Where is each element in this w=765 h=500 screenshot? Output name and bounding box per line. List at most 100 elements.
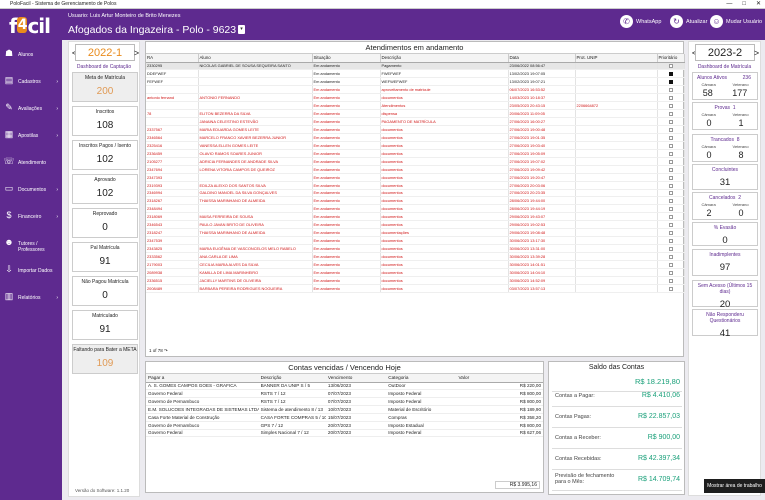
captacao-card[interactable]: Faltando para Bater a META 109 xyxy=(72,344,138,374)
sidebar-item-tutores[interactable]: ☻ Tutores / Professores xyxy=(4,237,45,253)
table-row[interactable]: 2343825 MARIA EUGÊNIA DE VASCONCELOS MELO… xyxy=(146,244,685,253)
table-row[interactable]: antonio fernand ANTONIO FERNANDO Em andame… xyxy=(146,93,685,103)
table-row[interactable]: FEFWEF Em andamento WEFWEFWEF 13/02/2023 19… xyxy=(146,77,685,87)
alunos-ativos-card[interactable]: Alunos Ativos 236 Câmara Veterano 58 177 xyxy=(692,72,758,100)
prioritario-checkbox[interactable] xyxy=(668,135,673,140)
table-row[interactable]: 2347539 Em andamento documentos 30/06/2023 … xyxy=(146,236,685,246)
maximize-button[interactable]: □ xyxy=(742,1,746,7)
column-header[interactable]: Prot. UNIP xyxy=(575,54,658,63)
table-row[interactable]: A. S. GOMES CAMPOS GOES - GRAFICA BANNER … xyxy=(146,382,543,391)
table-row[interactable]: 2318069 MAISA FERREIRA DE SOUSA Em andamen… xyxy=(146,212,685,222)
prioritario-checkbox[interactable] xyxy=(668,254,673,259)
mudar-usuario-button[interactable]: ☺ Mudar Usuário xyxy=(710,15,762,28)
table-row[interactable]: JANAINA CELESTINO ESTEVÃO Em andamento PAG… xyxy=(146,117,685,126)
table-row[interactable]: 2333562 ANA CARLA DE LIMA Em andamento docu… xyxy=(146,252,685,261)
prioritario-checkbox[interactable] xyxy=(668,80,673,85)
evasao-card[interactable]: % Evasão 0 xyxy=(692,222,758,246)
column-header[interactable]: Prioritário xyxy=(657,54,685,63)
pager[interactable]: 1 of 78 ↷ xyxy=(149,348,168,353)
table-row[interactable]: 2336459 OLAVIO RAMOS SOARES JUNIOR Em anda… xyxy=(146,149,685,158)
table-row[interactable]: 2346564 MARCELO FRANCO XAVIER BEZERRA JUN… xyxy=(146,133,685,142)
prioritario-checkbox[interactable] xyxy=(668,120,673,124)
prioritario-checkbox[interactable] xyxy=(668,286,673,291)
table-row[interactable]: 2336515 JACIELLY MARTINS DE OLIVEIRA Em an… xyxy=(146,276,685,285)
prioritario-checkbox[interactable] xyxy=(668,270,673,275)
prioritario-checkbox[interactable] xyxy=(668,247,673,251)
table-row[interactable]: 78 ELITON BEZERRA DA SILVA Em andamento dis… xyxy=(146,109,685,119)
prioritario-checkbox[interactable] xyxy=(668,262,673,267)
whatsapp-button[interactable]: ✆ WhatsApp xyxy=(620,15,661,28)
table-row[interactable]: Governo de Pernambuco RSTS 7 / 12 07/07/20… xyxy=(146,397,543,407)
prioritario-checkbox[interactable] xyxy=(668,207,673,212)
column-header[interactable]: RA xyxy=(146,54,199,63)
captacao-card[interactable]: Não Pagou Matrícula 0 xyxy=(72,276,138,306)
table-row[interactable]: 2347694 LORENA VITORIA CAMPOS DE QUEIROZ E… xyxy=(146,165,685,174)
prioritario-checkbox[interactable] xyxy=(668,239,673,244)
sidebar-item-financeiro[interactable]: $ Financeiro › xyxy=(3,208,59,230)
column-header[interactable]: Vencimento xyxy=(325,374,387,383)
prioritario-checkbox[interactable] xyxy=(668,112,673,117)
table-row[interactable]: DDEFWEF Em andamento FWEFWEF 13/02/2023 19:… xyxy=(146,69,685,79)
table-row[interactable]: E.M. SOLUCOES INTEGRADAS DE SISTEMAS LTD… xyxy=(146,405,543,414)
captacao-card[interactable]: Aprovado 102 xyxy=(72,174,138,204)
sidebar-item-avaliacoes[interactable]: ✎ Avaliações › xyxy=(3,100,59,122)
prev-year-button-right[interactable]: < xyxy=(690,45,699,61)
table-row[interactable]: 2325416 VANESSA ELLEN GOMES LEITE Em andam… xyxy=(146,141,685,150)
captacao-card[interactable]: Inscritos Pagos / Isento 102 xyxy=(72,140,138,170)
concluintes-card[interactable]: Concluintes 31 xyxy=(692,164,758,190)
table-row[interactable]: Em andamento aproveitamento de matricule 0… xyxy=(146,85,685,95)
polo-selector[interactable]: Afogados da Ingazeira - Polo - 9623 xyxy=(68,24,237,36)
prioritario-checkbox[interactable] xyxy=(668,278,673,283)
next-year-button-right[interactable]: > xyxy=(753,48,760,58)
prioritario-checkbox[interactable] xyxy=(668,104,673,109)
column-header[interactable]: Descrição xyxy=(258,374,326,383)
prev-year-button[interactable]: < xyxy=(70,45,79,61)
column-header[interactable]: Aluno xyxy=(198,54,313,63)
table-row[interactable]: 2346543 PAULO JAVAN BRITO DE OLIVEIRA Em a… xyxy=(146,220,685,230)
captacao-card[interactable]: Meta de Matrícula 200 xyxy=(72,72,138,102)
prioritario-checkbox[interactable] xyxy=(668,127,673,132)
prioritario-checkbox[interactable] xyxy=(668,151,673,156)
sidebar-item-importar[interactable]: ⇩ Importar Dados xyxy=(3,262,59,284)
table-row[interactable]: 2330295 NICOLAS GABRIEL DE SOUSA SEQUEIRA… xyxy=(146,62,685,71)
table-row[interactable]: 2318267 THAISSA MARINHANO DE ALMEIDA Em an… xyxy=(146,196,685,206)
table-row[interactable]: 2337567 MARIA EDUARDA GOMES LEITE Em andam… xyxy=(146,125,685,134)
prioritario-checkbox[interactable] xyxy=(668,64,673,69)
prioritario-checkbox[interactable] xyxy=(668,191,673,196)
year-selector[interactable]: 2022-1 xyxy=(75,44,135,61)
captacao-card[interactable]: Matriculado 91 xyxy=(72,310,138,340)
prioritario-checkbox[interactable] xyxy=(668,72,673,77)
table-row[interactable]: Em andamento Atendimentos 23/05/2023 20:43… xyxy=(146,101,685,111)
prioritario-checkbox[interactable] xyxy=(668,143,673,148)
sidebar-item-relatorios[interactable]: ▥ Relatórios › xyxy=(4,291,58,301)
sidebar-item-apostilas[interactable]: ▦ Apostilas › xyxy=(4,129,58,139)
table-row[interactable]: Casa Forte Material de Construção CASA FO… xyxy=(146,413,543,422)
column-header[interactable]: Data xyxy=(508,54,576,63)
table-row[interactable]: 2179003 CECILIA MARIA ALVES DA SILVA Em an… xyxy=(146,260,685,269)
table-row[interactable]: Governo de Pernambuco GPS 7 / 12 20/07/202… xyxy=(146,421,543,430)
next-year-button[interactable]: > xyxy=(133,48,140,58)
prioritario-checkbox[interactable] xyxy=(668,231,673,236)
sidebar-item-atendimento[interactable]: ☏ Atendimento xyxy=(3,156,47,166)
prioritario-checkbox[interactable] xyxy=(668,183,673,188)
inadimplentes-card[interactable]: Inadimplentes 97 xyxy=(692,249,758,276)
prioritario-checkbox[interactable] xyxy=(668,175,673,180)
table-row[interactable]: 2318247 THAISSA MARINHANO DE ALMEIDA Em an… xyxy=(146,228,685,238)
prioritario-checkbox[interactable] xyxy=(668,96,673,101)
table-row[interactable]: Governo Federal Simples Nacional 7 / 12 20… xyxy=(146,429,543,438)
captacao-card[interactable]: Pal Matrícula 91 xyxy=(72,242,138,272)
prioritario-checkbox[interactable] xyxy=(668,215,673,220)
column-header[interactable]: Valor xyxy=(456,374,543,383)
prioritario-checkbox[interactable] xyxy=(668,199,673,204)
sidebar-item-documentos[interactable]: ▭ Documentos › xyxy=(4,183,58,193)
sem-acesso-card[interactable]: Sem Acesso (Últimos 15 dias) 20 xyxy=(692,280,758,310)
table-row[interactable]: 2319393 EDILZA ALEIXO DOS SANTOS SILVA Em … xyxy=(146,181,685,190)
table-row[interactable]: 2105277 ADRICIA FERNANDES DE ANDRADE SILV… xyxy=(146,157,685,166)
column-header[interactable]: Situação xyxy=(312,54,381,63)
captacao-card[interactable]: Inscritos 108 xyxy=(72,106,138,136)
table-row[interactable]: 2008489 BARBARA PEREIRA RODRIGUES NOGUEIR… xyxy=(146,284,685,293)
captacao-card[interactable]: Reprovado 0 xyxy=(72,208,138,238)
